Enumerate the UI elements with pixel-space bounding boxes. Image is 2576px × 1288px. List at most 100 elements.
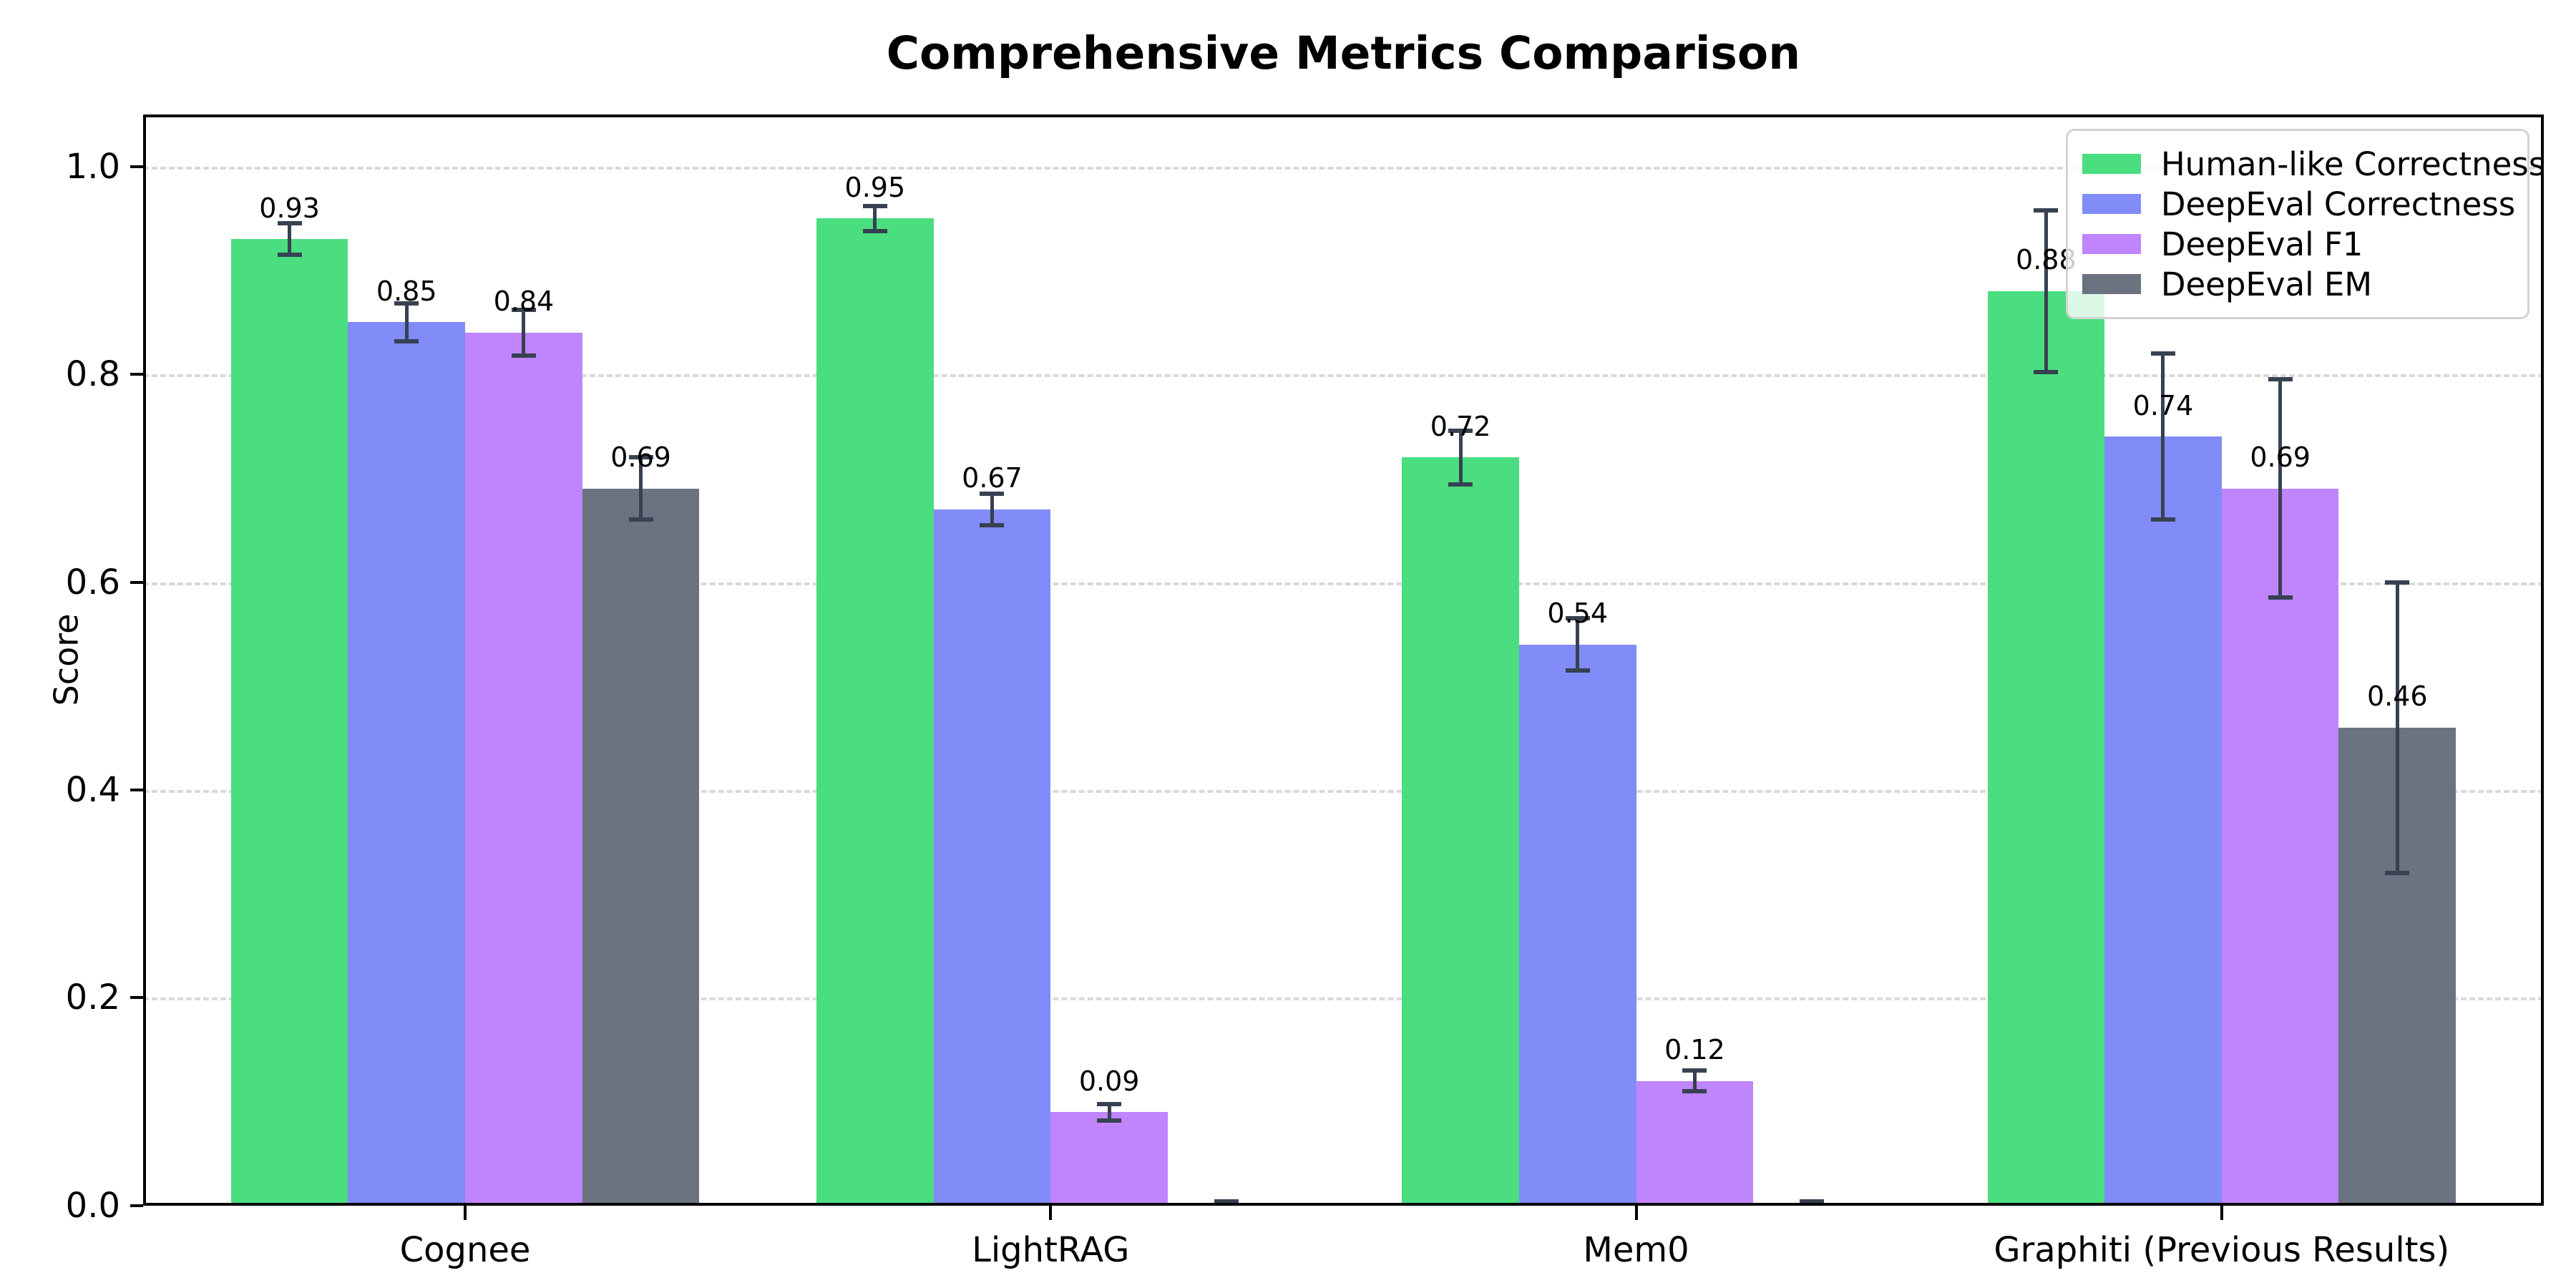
bar-value-label: 0.69 [2250, 441, 2311, 474]
bar-deepeval-f1 [1636, 1080, 1754, 1206]
y-axis-label: Score [47, 613, 86, 706]
y-tick-label: 0.0 [65, 1185, 121, 1226]
error-bar-cap [1565, 668, 1590, 673]
bar-deepeval-correctness [348, 322, 466, 1206]
bar-value-label: 0.95 [844, 171, 906, 203]
error-bar-cap [1682, 1089, 1707, 1094]
error-bar-whisker [1576, 618, 1580, 670]
legend-item: Human-like Correctness [2082, 144, 2545, 184]
bar-human-like-correctness [1987, 291, 2105, 1206]
legend-item: DeepEval EM [2082, 264, 2513, 304]
error-bar-cap [2268, 377, 2293, 382]
bar-human-like-correctness [230, 239, 348, 1206]
legend-item: DeepEval F1 [2082, 224, 2513, 264]
chart-title: Comprehensive Metrics Comparison [886, 27, 1801, 79]
error-bar-cap [511, 353, 536, 358]
y-tick-label: 0.8 [65, 354, 121, 395]
y-tick-mark [130, 165, 144, 168]
y-tick-label: 1.0 [65, 146, 121, 187]
bar-value-label: 0.46 [2366, 680, 2428, 713]
y-tick-label: 0.2 [65, 977, 121, 1018]
error-bar-cap [862, 203, 887, 208]
bar-value-label: 0.72 [1430, 410, 1491, 442]
legend-label: DeepEval F1 [2160, 225, 2363, 263]
x-tick-label: Cognee [399, 1229, 531, 1270]
error-bar-cap [394, 301, 419, 306]
y-tick-mark [130, 1204, 144, 1207]
error-bar-whisker [404, 303, 409, 341]
gridline [143, 582, 2544, 585]
error-bar-whisker [873, 205, 877, 231]
bar-deepeval-f1 [465, 332, 582, 1206]
bar-deepeval-correctness [2104, 436, 2222, 1206]
y-tick-mark [130, 580, 144, 584]
error-bar-cap [1800, 1199, 1825, 1204]
bar-value-label: 0.67 [962, 462, 1023, 494]
bar-deepeval-f1 [2221, 488, 2339, 1206]
bar-value-label: 0.93 [259, 192, 320, 224]
error-bar-cap [1682, 1068, 1707, 1073]
error-bar-cap [628, 517, 653, 522]
error-bar-cap [2385, 871, 2410, 876]
error-bar-cap [2034, 208, 2059, 213]
y-tick-label: 0.4 [65, 770, 121, 811]
error-bar-cap [2150, 517, 2175, 522]
error-bar-cap [2034, 370, 2059, 375]
error-bar-cap [980, 492, 1005, 497]
legend-label: DeepEval EM [2160, 265, 2373, 303]
x-tick-mark [464, 1205, 467, 1220]
error-bar-whisker [2044, 210, 2048, 373]
error-bar-cap [277, 253, 302, 258]
x-tick-mark [1049, 1205, 1053, 1220]
gridline [143, 790, 2544, 794]
plot-area: Human-like Correctness DeepEval Correctne… [66, 114, 2545, 1270]
legend-swatch-icon [2082, 194, 2141, 214]
error-bar-cap [1448, 428, 1473, 433]
x-tick-label: LightRAG [972, 1229, 1130, 1270]
bar-value-label: 0.12 [1664, 1034, 1725, 1066]
x-tick-label: Mem0 [1583, 1229, 1689, 1270]
error-bar-cap [511, 308, 536, 313]
error-bar-cap [1565, 616, 1590, 621]
legend-item: DeepEval Correctness [2082, 184, 2515, 224]
error-bar-whisker [522, 310, 526, 356]
error-bar-cap [1214, 1199, 1239, 1204]
plot-clip [143, 114, 2544, 1206]
y-tick-mark [130, 373, 144, 376]
error-bar-whisker [639, 457, 643, 520]
bar-value-label: 0.54 [1547, 597, 1609, 630]
gridline [143, 997, 2544, 1001]
error-bar-cap [277, 221, 302, 226]
bar-value-label: 0.09 [1078, 1065, 1140, 1097]
error-bar-cap [1097, 1118, 1122, 1123]
error-bar-cap [2385, 580, 2410, 585]
gridline [143, 374, 2544, 378]
x-tick-mark [2220, 1205, 2223, 1220]
legend-swatch-icon [2082, 154, 2141, 174]
error-bar-cap [2268, 595, 2293, 600]
bar-value-label: 0.84 [493, 286, 555, 318]
bar-human-like-correctness [1402, 457, 1519, 1206]
y-tick-mark [130, 789, 144, 792]
error-bar-whisker [2161, 353, 2165, 520]
x-tick-mark [1634, 1205, 1638, 1220]
error-bar-whisker [1107, 1103, 1111, 1121]
error-bar-cap [1097, 1101, 1122, 1106]
gridline [143, 166, 2544, 170]
error-bar-cap [980, 522, 1005, 527]
error-bar-whisker [1692, 1070, 1697, 1092]
error-bar-whisker [1458, 430, 1463, 485]
error-bar-whisker [288, 223, 292, 255]
legend-swatch-icon [2082, 234, 2141, 254]
error-bar-whisker [990, 494, 994, 525]
error-bar-cap [862, 228, 887, 233]
error-bar-cap [1448, 482, 1473, 487]
bar-value-label: 0.85 [376, 275, 437, 307]
error-bar-whisker [2278, 379, 2283, 598]
legend-label: Human-like Correctness [2160, 145, 2546, 183]
bar-deepeval-em [582, 488, 700, 1206]
error-bar-cap [394, 338, 419, 343]
bar-deepeval-correctness [933, 509, 1051, 1206]
bar-human-like-correctness [816, 218, 934, 1206]
